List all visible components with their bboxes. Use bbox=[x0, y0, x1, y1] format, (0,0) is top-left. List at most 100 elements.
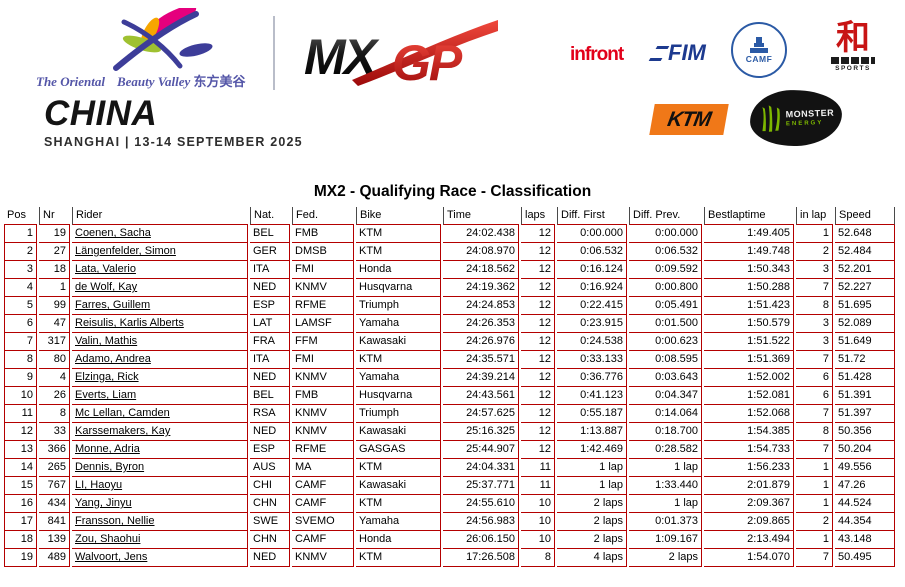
ktm-logo: KTM bbox=[649, 104, 729, 135]
cell-time: 24:55.610 bbox=[443, 495, 519, 513]
cell-rider[interactable]: Karssemakers, Kay bbox=[72, 423, 248, 441]
cell-nat: FRA bbox=[250, 333, 290, 351]
cell-bestlaptime: 1:54.733 bbox=[704, 441, 794, 459]
cell-rider[interactable]: Yang, Jinyu bbox=[72, 495, 248, 513]
cell-bike: Yamaha bbox=[356, 315, 441, 333]
cell-fed: FMB bbox=[292, 387, 354, 405]
cell-speed: 52.227 bbox=[835, 279, 895, 297]
cell-pos: 18 bbox=[4, 531, 37, 549]
cell-fed: KNMV bbox=[292, 405, 354, 423]
cell-diff-prev: 0:28.582 bbox=[629, 441, 702, 459]
cell-in-lap: 7 bbox=[796, 441, 833, 459]
cell-time: 25:44.907 bbox=[443, 441, 519, 459]
cell-nat: CHI bbox=[250, 477, 290, 495]
cell-rider[interactable]: Monne, Adria bbox=[72, 441, 248, 459]
cell-fed: DMSB bbox=[292, 243, 354, 261]
cell-diff-first: 2 laps bbox=[557, 531, 627, 549]
cell-pos: 8 bbox=[4, 351, 37, 369]
cell-nat: ITA bbox=[250, 261, 290, 279]
cell-bike: Yamaha bbox=[356, 369, 441, 387]
col-header-speed: Speed bbox=[835, 207, 895, 225]
cell-rider[interactable]: Dennis, Byron bbox=[72, 459, 248, 477]
cell-diff-first: 0:22.415 bbox=[557, 297, 627, 315]
cell-diff-first: 0:23.915 bbox=[557, 315, 627, 333]
cell-diff-first: 1:42.469 bbox=[557, 441, 627, 459]
cell-bike: Triumph bbox=[356, 405, 441, 423]
cell-speed: 52.089 bbox=[835, 315, 895, 333]
cell-rider[interactable]: Reisulis, Karlis Alberts bbox=[72, 315, 248, 333]
cell-nr: 841 bbox=[39, 513, 70, 531]
camf-logo: CAMF bbox=[731, 22, 787, 78]
cell-laps: 10 bbox=[521, 495, 555, 513]
cell-rider[interactable]: Adamo, Andrea bbox=[72, 351, 248, 369]
cell-rider[interactable]: Walvoort, Jens bbox=[72, 549, 248, 567]
cell-diff-first: 1:13.887 bbox=[557, 423, 627, 441]
col-header-time: Time bbox=[443, 207, 519, 225]
cell-laps: 12 bbox=[521, 279, 555, 297]
mxgp-swoosh bbox=[352, 20, 498, 86]
cell-fed: KNMV bbox=[292, 279, 354, 297]
col-header-in-lap: in lap bbox=[796, 207, 833, 225]
cell-nr: 99 bbox=[39, 297, 70, 315]
table-row: 10 26 Everts, Liam BEL FMB Husqvarna 24:43.561… bbox=[4, 387, 895, 405]
cell-nat: NED bbox=[250, 369, 290, 387]
cell-bestlaptime: 2:09.367 bbox=[704, 495, 794, 513]
cell-fed: RFME bbox=[292, 441, 354, 459]
cell-in-lap: 8 bbox=[796, 297, 833, 315]
hsports-cjk-text bbox=[831, 57, 875, 64]
cell-pos: 15 bbox=[4, 477, 37, 495]
cell-nat: CHN bbox=[250, 495, 290, 513]
cell-bike: KTM bbox=[356, 495, 441, 513]
cell-diff-prev: 0:03.643 bbox=[629, 369, 702, 387]
cell-nr: 19 bbox=[39, 225, 70, 243]
cell-rider[interactable]: Fransson, Nellie bbox=[72, 513, 248, 531]
cell-diff-prev: 1:33.440 bbox=[629, 477, 702, 495]
cell-bike: Husqvarna bbox=[356, 279, 441, 297]
cell-laps: 12 bbox=[521, 405, 555, 423]
cell-nat: LAT bbox=[250, 315, 290, 333]
cell-in-lap: 6 bbox=[796, 369, 833, 387]
cell-rider[interactable]: Everts, Liam bbox=[72, 387, 248, 405]
cell-bike: Honda bbox=[356, 261, 441, 279]
col-header-diff-first: Diff. First bbox=[557, 207, 627, 225]
cell-fed: CAMF bbox=[292, 477, 354, 495]
cell-diff-prev: 0:00.800 bbox=[629, 279, 702, 297]
cell-bike: Kawasaki bbox=[356, 477, 441, 495]
logo-divider bbox=[273, 16, 275, 90]
cell-rider[interactable]: Farres, Guillem bbox=[72, 297, 248, 315]
col-header-laps: laps bbox=[521, 207, 555, 225]
table-row: 11 8 Mc Lellan, Camden RSA KNMV Triumph 24:57.… bbox=[4, 405, 895, 423]
col-header-pos: Pos bbox=[4, 207, 37, 225]
cell-rider[interactable]: Coenen, Sacha bbox=[72, 225, 248, 243]
hsports-label: SPORTS bbox=[835, 65, 871, 72]
cell-rider[interactable]: de Wolf, Kay bbox=[72, 279, 248, 297]
cell-in-lap: 1 bbox=[796, 477, 833, 495]
cell-pos: 7 bbox=[4, 333, 37, 351]
cell-laps: 12 bbox=[521, 387, 555, 405]
cell-rider[interactable]: Elzinga, Rick bbox=[72, 369, 248, 387]
cell-laps: 10 bbox=[521, 513, 555, 531]
cell-diff-first: 2 laps bbox=[557, 495, 627, 513]
results-body: 1 19 Coenen, Sacha BEL FMB KTM 24:02.438 12 0:00… bbox=[4, 225, 895, 567]
cell-nat: AUS bbox=[250, 459, 290, 477]
table-row: 19 489 Walvoort, Jens NED KNMV KTM 17:26.508 8 4… bbox=[4, 549, 895, 567]
cell-in-lap: 1 bbox=[796, 531, 833, 549]
cell-in-lap: 7 bbox=[796, 279, 833, 297]
cell-bestlaptime: 2:09.865 bbox=[704, 513, 794, 531]
cell-rider[interactable]: Valin, Mathis bbox=[72, 333, 248, 351]
cell-fed: FFM bbox=[292, 333, 354, 351]
event-location: CHINA SHANGHAI | 13-14 SEPTEMBER 2025 bbox=[44, 94, 303, 149]
cell-bestlaptime: 1:56.233 bbox=[704, 459, 794, 477]
cell-bike: Triumph bbox=[356, 297, 441, 315]
cell-nat: BEL bbox=[250, 387, 290, 405]
venue-name-cn: 东方美谷 bbox=[193, 75, 246, 90]
cell-diff-prev: 0:18.700 bbox=[629, 423, 702, 441]
cell-rider[interactable]: LI, Haoyu bbox=[72, 477, 248, 495]
cell-rider[interactable]: Längenfelder, Simon bbox=[72, 243, 248, 261]
cell-rider[interactable]: Mc Lellan, Camden bbox=[72, 405, 248, 423]
cell-rider[interactable]: Lata, Valerio bbox=[72, 261, 248, 279]
cell-laps: 8 bbox=[521, 549, 555, 567]
mxgp-logo: MX GP bbox=[304, 20, 498, 91]
cell-rider[interactable]: Zou, Shaohui bbox=[72, 531, 248, 549]
cell-diff-first: 0:24.538 bbox=[557, 333, 627, 351]
